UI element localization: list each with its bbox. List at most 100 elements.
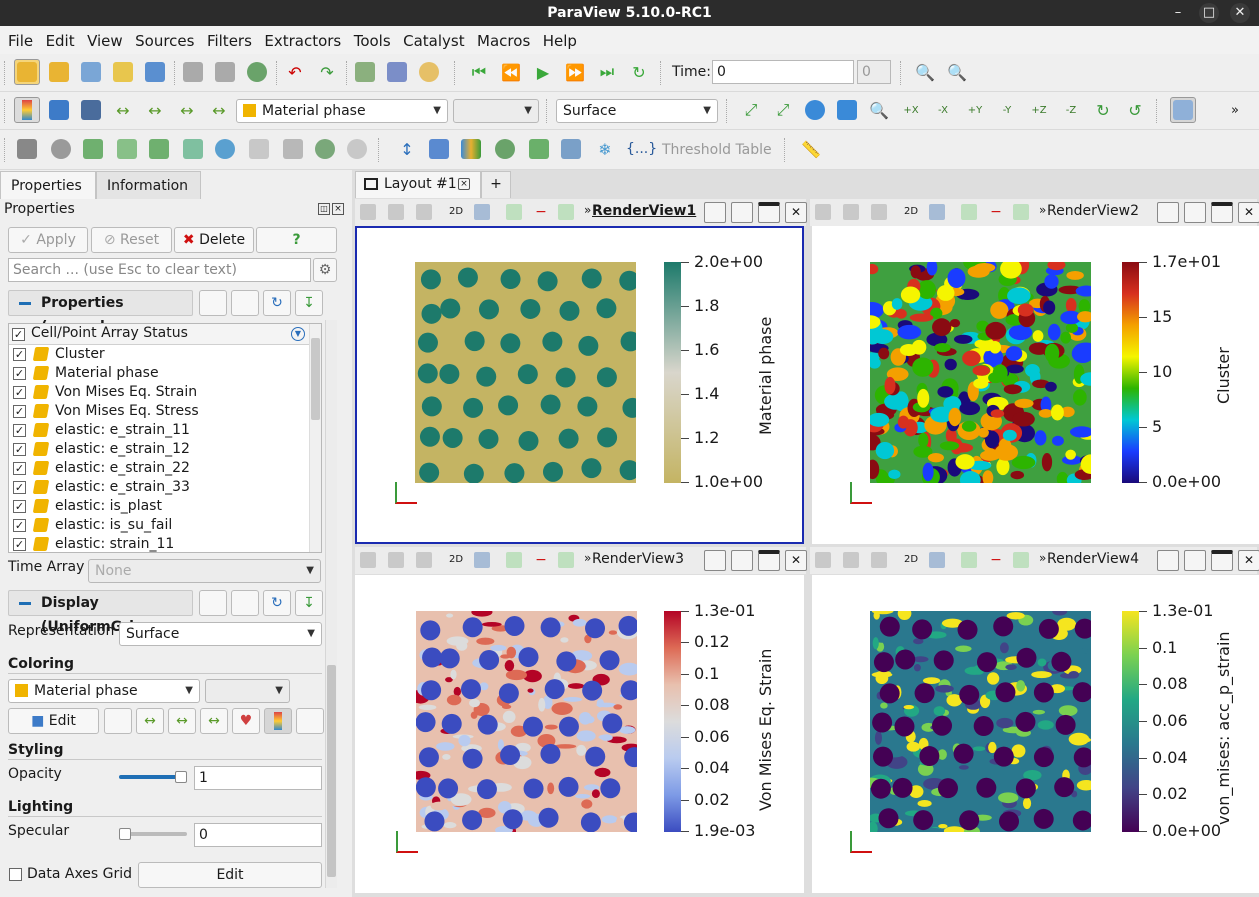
split-horizontal-icon[interactable]	[704, 550, 726, 571]
opacity-slider[interactable]	[119, 775, 181, 779]
calculator-icon[interactable]	[14, 136, 40, 162]
plot-selection-icon[interactable]	[526, 136, 552, 162]
show-center-icon[interactable]	[802, 97, 828, 123]
array-item[interactable]: ✓ elastic: is_su_fail	[11, 516, 172, 535]
play-icon[interactable]: ▶	[536, 62, 550, 82]
warp-by-vector-icon[interactable]	[280, 136, 306, 162]
tab-information[interactable]: Information	[96, 171, 201, 199]
save-state-icon[interactable]	[180, 59, 206, 85]
select-block-icon[interactable]	[1013, 552, 1029, 568]
representation-combo[interactable]: Surface ▼	[556, 99, 718, 123]
close-icon[interactable]: ✕	[1230, 3, 1250, 23]
apply-button[interactable]: ✓ Apply	[8, 227, 88, 253]
color-palette-icon[interactable]	[416, 59, 442, 85]
view-minus-z-icon[interactable]: -Z	[1065, 104, 1077, 116]
list-scrollbar-thumb[interactable]	[311, 338, 320, 420]
close-layout-icon[interactable]: ×	[458, 178, 470, 190]
braces-icon[interactable]: {...}	[626, 141, 658, 157]
panel-scrollbar-thumb[interactable]	[327, 665, 336, 877]
reset-button[interactable]: ⊘ Reset	[91, 227, 172, 253]
array-checkbox[interactable]: ✓	[13, 462, 26, 475]
maximize-view-icon[interactable]	[1211, 550, 1233, 571]
array-item[interactable]: ✓ elastic: strain_11	[11, 535, 174, 552]
array-checkbox[interactable]: ✓	[13, 500, 26, 513]
array-checkbox[interactable]: ✓	[13, 348, 26, 361]
rescale-over-time-icon[interactable]: ↔	[148, 100, 162, 120]
save-display-defaults-icon[interactable]: ↧	[295, 590, 323, 616]
screenshot-icon[interactable]	[871, 552, 887, 568]
open-file-icon[interactable]	[14, 59, 40, 85]
split-vertical-icon[interactable]	[1184, 550, 1206, 571]
gear-icon[interactable]: ⚙	[313, 258, 337, 282]
data-axes-grid-edit-button[interactable]: Edit	[138, 862, 322, 888]
select-cells-icon[interactable]	[506, 552, 522, 568]
view-minus-x-icon[interactable]: -X	[938, 104, 948, 116]
array-item[interactable]: ✓ elastic: e_strain_12	[11, 440, 190, 459]
array-item[interactable]: ✓ elastic: e_strain_22	[11, 459, 190, 478]
edit-colormap-button[interactable]: ■ Edit	[8, 708, 99, 734]
histogram-icon[interactable]	[458, 136, 484, 162]
properties-section-header[interactable]: Properties (example	[8, 290, 193, 335]
array-checkbox[interactable]: ✓	[13, 367, 26, 380]
redo-icon[interactable]: ↷	[320, 62, 334, 82]
array-item[interactable]: ✓ Von Mises Eq. Stress	[11, 402, 199, 421]
array-checkbox[interactable]: ✓	[13, 405, 26, 418]
add-layout-tab[interactable]: +	[481, 171, 511, 198]
opacity-input[interactable]: 1	[194, 766, 322, 790]
array-item[interactable]: ✓ elastic: e_strain_11	[11, 421, 190, 440]
view-chevron-icon[interactable]: »	[584, 551, 592, 565]
maximize-view-icon[interactable]	[1211, 202, 1233, 223]
plot-data-icon[interactable]	[492, 136, 518, 162]
specular-input[interactable]: 0	[194, 823, 322, 847]
save-screenshot-icon[interactable]	[384, 59, 410, 85]
glyph-icon[interactable]	[212, 136, 238, 162]
close-panel-icon[interactable]: ×	[332, 203, 344, 215]
rotate-plus-90-icon[interactable]: ↻	[1096, 100, 1110, 120]
time-index-spinbox[interactable]: 0	[857, 60, 891, 84]
select-cells-icon[interactable]	[961, 552, 977, 568]
screenshot-icon[interactable]	[871, 204, 887, 220]
copy-properties-icon[interactable]	[199, 290, 227, 316]
loop-icon[interactable]: ↻	[632, 62, 646, 82]
time-array-combo[interactable]: None ▼	[88, 559, 321, 583]
threshold-icon[interactable]	[146, 136, 172, 162]
zoom-to-data-icon[interactable]: 🔍	[915, 62, 935, 82]
select-points-icon[interactable]: −	[535, 552, 547, 568]
coloring-component-combo[interactable]: ▼	[205, 679, 290, 703]
group-datasets-icon[interactable]	[312, 136, 338, 162]
split-horizontal-icon[interactable]	[1157, 202, 1179, 223]
rescale-time-range-icon[interactable]: ↔	[200, 708, 228, 734]
array-checkbox[interactable]: ✓	[13, 481, 26, 494]
close-view-icon[interactable]: ✕	[785, 202, 807, 223]
show-legend-icon[interactable]	[264, 708, 292, 734]
array-checkbox[interactable]: ✓	[13, 386, 26, 399]
pipeline-browser-icon[interactable]	[142, 59, 168, 85]
slice-icon[interactable]	[114, 136, 140, 162]
paste-properties-icon[interactable]	[231, 290, 259, 316]
rescale-temporal-icon[interactable]: ↔	[212, 100, 226, 120]
menu-sources[interactable]: Sources	[135, 32, 195, 50]
array-item[interactable]: ✓ Von Mises Eq. Strain	[11, 383, 197, 402]
previous-frame-icon[interactable]: ⏪	[501, 62, 521, 82]
clip-icon[interactable]	[80, 136, 106, 162]
contour-icon[interactable]	[48, 136, 74, 162]
view-chevron-icon[interactable]: »	[1039, 551, 1047, 565]
select-points-icon[interactable]: −	[990, 552, 1002, 568]
mode-2d-button[interactable]: 2D	[903, 206, 919, 217]
display-section-header[interactable]: Display (UniformGric	[8, 590, 193, 635]
split-vertical-icon[interactable]	[731, 202, 753, 223]
extract-subset-icon[interactable]	[180, 136, 206, 162]
header-checkbox[interactable]: ✓	[12, 328, 25, 341]
toolbar-overflow-icon[interactable]: »	[1231, 102, 1239, 118]
zoom-view-icon[interactable]	[474, 552, 490, 568]
extract-level-icon[interactable]	[344, 136, 370, 162]
filter-icon[interactable]: ▼	[291, 327, 305, 341]
array-item[interactable]: ✓ Material phase	[11, 364, 159, 383]
camera-unlink-icon[interactable]	[388, 204, 404, 220]
reset-camera-icon[interactable]: ⤢	[744, 100, 758, 119]
select-points-icon[interactable]: −	[990, 204, 1002, 220]
zoom-box-icon[interactable]: 🔍	[869, 100, 889, 120]
color-array-combo[interactable]: Material phase ▼	[236, 99, 448, 123]
undo-icon[interactable]: ↶	[288, 62, 302, 82]
component-combo[interactable]: ▼	[453, 99, 539, 123]
